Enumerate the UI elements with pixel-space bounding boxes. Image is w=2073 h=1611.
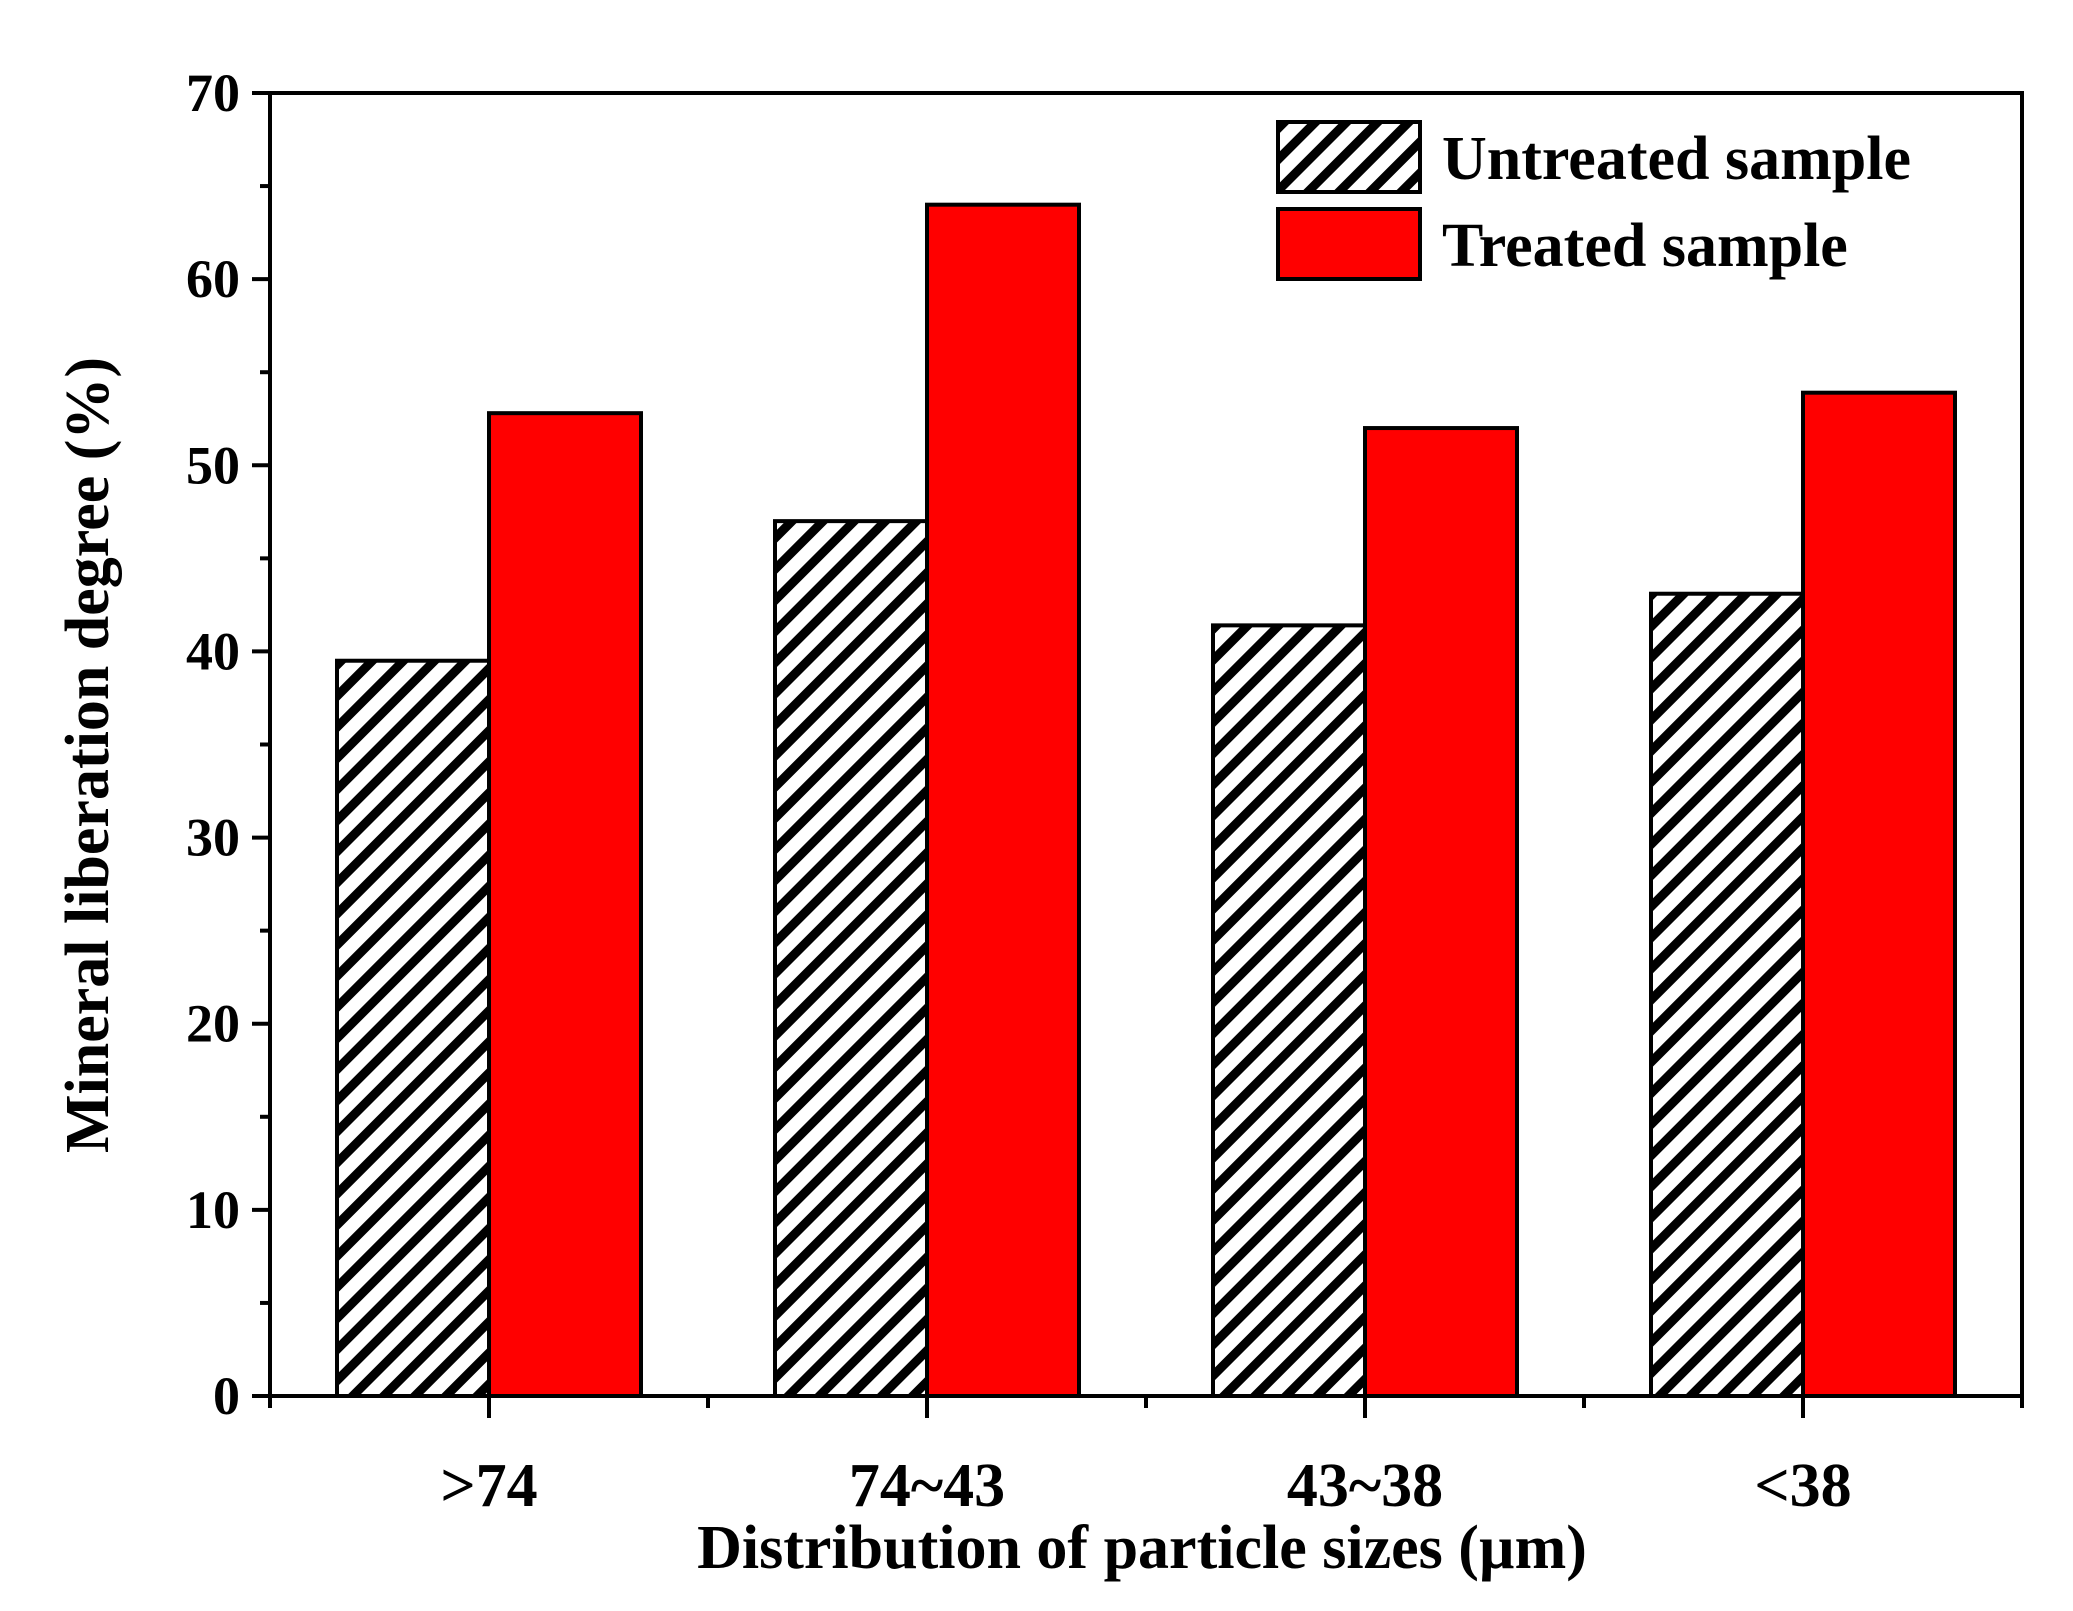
bar-untreated-3 bbox=[1649, 591, 1805, 1398]
bar-untreated-2 bbox=[1211, 623, 1367, 1398]
x-tick-label: 74~43 bbox=[849, 1452, 1005, 1520]
x-tick-label: 43~38 bbox=[1287, 1452, 1443, 1520]
bar-treated-2 bbox=[1363, 426, 1519, 1398]
legend-label-treated: Treated sample bbox=[1442, 212, 1848, 280]
x-tick-label: <38 bbox=[1754, 1452, 1851, 1520]
y-tick-label: 30 bbox=[186, 808, 240, 868]
y-tick-label: 70 bbox=[186, 63, 240, 123]
x-tick-label: >74 bbox=[440, 1452, 537, 1520]
legend: Untreated sample Treated sample bbox=[1276, 120, 1911, 281]
legend-swatch-untreated bbox=[1276, 120, 1422, 194]
bar-untreated-1 bbox=[773, 519, 929, 1398]
axes-layer: 0 10 20 30 40 50 60 70 >74 74~43 43~38 <38 bbox=[186, 63, 2024, 1520]
bar-treated-3 bbox=[1801, 390, 1957, 1398]
y-tick-label: 10 bbox=[186, 1180, 240, 1240]
legend-label-untreated: Untreated sample bbox=[1442, 125, 1911, 193]
x-axis-label: Distribution of particle sizes (µm) bbox=[697, 1514, 1587, 1582]
y-axis-label: Mineral liberation degree (%) bbox=[54, 357, 122, 1153]
y-tick-label: 20 bbox=[186, 994, 240, 1054]
bars-layer bbox=[335, 202, 1957, 1399]
y-tick-label: 40 bbox=[186, 621, 240, 681]
bar-untreated-0 bbox=[335, 658, 491, 1398]
y-tick-label: 60 bbox=[186, 249, 240, 309]
y-tick-label: 50 bbox=[186, 435, 240, 495]
y-tick-label: 0 bbox=[213, 1366, 240, 1426]
bar-treated-0 bbox=[487, 411, 643, 1398]
legend-swatch-treated bbox=[1276, 207, 1422, 281]
bar-treated-1 bbox=[925, 202, 1081, 1399]
